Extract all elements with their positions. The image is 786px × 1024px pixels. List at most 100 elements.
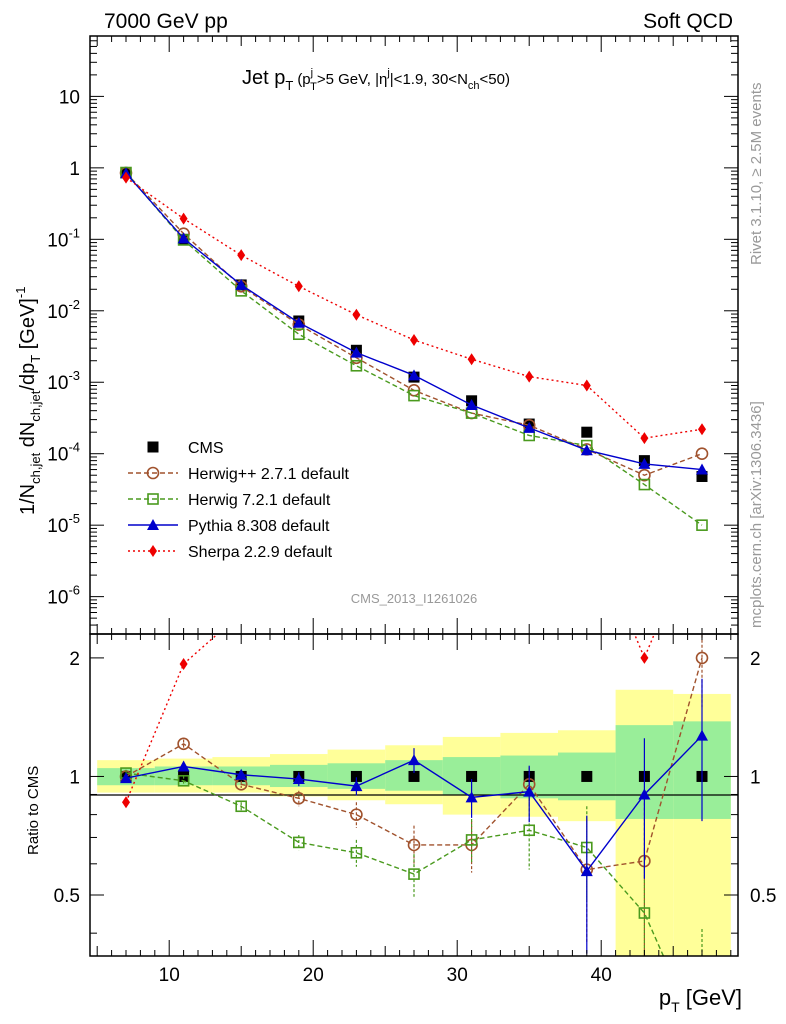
x-axis-label: pT [GeV] [659,985,742,1015]
ratio-line [125,772,665,956]
data-point [467,353,476,366]
plot-title: Jet pT (pj T>5 GeV, |ηj|<1.9, 30<Nch<50) [242,67,510,93]
legend-marker [147,493,159,505]
y-tick-label: 10-4 [47,440,80,466]
ratio-point [237,607,245,619]
ratio-point [466,770,478,782]
ratio-point [292,773,305,785]
y-tick-label: 10-2 [47,297,80,323]
data-point [292,328,305,341]
legend-marker [146,466,160,480]
ratio-tick-label-right: 2 [750,649,761,670]
ratio-tick-label-right: 1 [750,767,761,788]
series-line [125,172,703,471]
ratio-point [408,868,420,880]
header-right: Soft QCD [643,10,733,33]
ratio-point [350,780,363,792]
ratio-point [292,836,305,849]
side-note-top: Rivet 3.1.10, ≥ 2.5M events [748,83,765,266]
series-herwig-7-2-1-default [120,166,708,531]
ratio-point [292,792,306,805]
data-point [350,359,363,372]
data-point [350,346,363,358]
data-point [237,249,246,262]
main-series-layer [119,166,709,531]
data-point [695,447,709,461]
data-point [696,463,708,475]
ratio-point [523,824,536,837]
data-point [581,426,593,438]
data-point [638,478,651,491]
data-point [638,468,651,482]
data-point [122,171,130,184]
ratio-series-sherpa-2-2-9-default [122,509,656,809]
ratio-point [580,865,593,877]
ratio-point [179,657,188,670]
ratio-point [120,772,132,784]
data-point [352,308,361,321]
series-line [125,172,703,476]
legend-marker [149,545,157,557]
legend-label: Pythia 8.308 default [188,518,330,535]
data-point [235,278,248,290]
ratio-point [122,796,130,809]
ratio-point [295,580,303,592]
x-tick-label: 40 [591,965,612,986]
ratio-point [465,791,478,803]
ratio-point [523,785,536,797]
y-tick-label: 10-3 [47,368,80,394]
ratio-point [640,651,649,664]
legend-label: CMS [188,440,224,457]
series-herwig-2-7-1-default [119,166,709,482]
ratio-y-axis-ticks: 0.5 0.5 1 1 2 2 [54,649,776,934]
legend-entry: Pythia 8.308 default [128,518,330,535]
ratio-line [125,657,703,871]
side-note-bottom: mcplots.cern.ch [arXiv:1306.3436] [748,401,765,628]
legend-marker [147,519,159,530]
ratio-y-label: Ratio to CMS [25,766,42,855]
ratio-point [695,651,709,665]
legend-label: Sherpa 2.2.9 default [188,544,333,561]
ratio-point [465,834,478,846]
ratio-point [638,907,651,919]
ratio-point [350,770,362,782]
ratio-point [177,737,190,751]
series-line [125,172,703,526]
data-point [525,370,534,383]
ratio-point [352,577,360,589]
data-point [294,280,303,293]
series-pythia-8-308-default [120,167,708,475]
ratio-tick-label: 2 [69,649,80,670]
data-point [179,212,188,225]
ratio-tick-label: 1 [69,767,80,788]
data-point [640,432,649,445]
data-point [177,232,190,244]
ratio-point [581,770,593,782]
header-left: 7000 GeV pp [104,10,228,33]
ratio-series-layer [119,509,709,956]
ratio-point [407,838,421,852]
x-axis-ticks: 10 20 30 40 [96,36,732,986]
data-point [410,334,418,347]
legend-marker [147,441,159,453]
series-line [125,177,703,439]
data-point [696,519,708,531]
data-point [698,423,706,436]
data-point [292,316,305,328]
x-tick-label: 20 [303,965,324,986]
data-point [638,457,651,469]
series-cms [120,167,708,482]
ratio-point [408,754,420,766]
legend-entry: Sherpa 2.2.9 default [128,544,333,561]
main-panel: 10 1 10-1 10-2 10-3 10-4 10-5 10-6 CMS_2013_I12… [13,35,739,635]
data-point [696,470,708,482]
ratio-point [177,760,190,772]
ratio-point [468,542,476,554]
legend-label: Herwig 7.2.1 default [188,492,331,509]
y-tick-label: 10-5 [47,511,80,537]
legend-entry: Herwig++ 2.7.1 default [128,466,350,483]
ratio-point [525,509,533,521]
main-y-axis-ticks: 10 1 10-1 10-2 10-3 10-4 10-5 10-6 [47,35,738,635]
ratio-panel: 0.5 0.5 1 1 2 2 Ratio to CMS [25,509,776,957]
